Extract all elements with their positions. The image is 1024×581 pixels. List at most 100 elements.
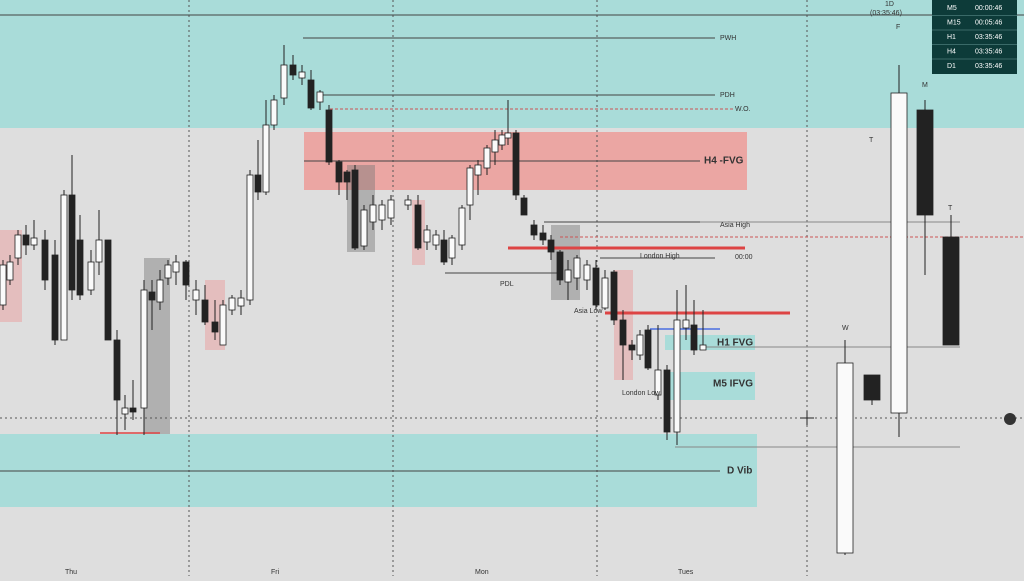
day-label: Mon (475, 569, 489, 576)
candle-body (316, 91, 324, 103)
candle-body (164, 264, 172, 279)
candle-body (172, 261, 180, 273)
candle-body (378, 204, 386, 221)
candle-body (601, 277, 609, 309)
candle-body (335, 161, 343, 183)
candle-body (890, 92, 908, 414)
candle-body (289, 64, 297, 76)
candle-body (547, 239, 555, 253)
candle-body (682, 319, 690, 329)
candle-body (530, 224, 538, 236)
candle-body (182, 261, 190, 286)
candle-body (863, 374, 881, 401)
day-label: Fri (271, 569, 280, 576)
candle-body (201, 299, 209, 323)
label: D Vib (727, 466, 752, 477)
candle-body (592, 267, 600, 306)
candle-body (307, 79, 315, 109)
candle-body (254, 174, 262, 193)
candle-body (690, 324, 698, 351)
candle-body (0, 264, 7, 306)
label: W.O. (735, 106, 751, 113)
candle-body (440, 239, 448, 263)
candle-body (22, 234, 30, 246)
htf-countdown: (03:35:46) (870, 10, 902, 17)
candle-body (491, 139, 499, 153)
candle-body (564, 269, 572, 283)
timer-countdown: 00:05:46 (975, 19, 1002, 26)
candle-body (610, 271, 618, 321)
candle-body (211, 321, 219, 333)
timer-frame: H1 (947, 34, 956, 41)
candle-body (68, 194, 76, 291)
candle-body (148, 291, 156, 301)
label: H1 FVG (717, 338, 753, 349)
candle-body (246, 174, 254, 301)
candle-body (404, 199, 412, 206)
timer-countdown: 03:35:46 (975, 34, 1002, 41)
label: London High (640, 253, 680, 260)
candles (0, 45, 960, 555)
candle-body (121, 407, 129, 415)
candle-body (140, 289, 148, 409)
label: PWH (720, 35, 736, 42)
candle-body (351, 169, 359, 249)
candle-body (432, 234, 440, 246)
candle-body (325, 109, 333, 163)
candle-body (237, 297, 245, 307)
label: PDL (500, 281, 514, 288)
candle-body (520, 197, 528, 216)
label: PDH (720, 92, 735, 99)
candle-body (6, 261, 14, 281)
candle-body (14, 234, 22, 259)
candle-body (483, 147, 491, 169)
candle-body (113, 339, 121, 401)
premium-zone (0, 0, 1024, 128)
label: Asia Low (574, 308, 603, 315)
timer-table: M5 00:00:46 M15 00:05:46 H1 03:35:46 H4 03:35:4… (932, 5, 1017, 70)
candle-body (673, 319, 681, 433)
candle-body (219, 304, 227, 346)
timer-countdown: 00:00:46 (975, 5, 1002, 12)
timer-countdown: 03:35:46 (975, 63, 1002, 70)
candle-body (699, 344, 707, 351)
timer-frame: M15 (947, 19, 961, 26)
candle-body (628, 344, 636, 351)
candle-body (76, 239, 84, 296)
candle-body (343, 171, 351, 183)
candle-body (280, 64, 288, 99)
candle-body (87, 261, 95, 291)
label: 00:00 (735, 254, 753, 261)
candle-body (423, 229, 431, 243)
label: H4 -FVG (704, 156, 744, 167)
candle-body (474, 164, 482, 176)
crosshair-button[interactable] (1004, 413, 1016, 425)
candle-body (636, 334, 644, 356)
candle-body (60, 194, 68, 341)
candle-body (573, 257, 581, 279)
candle-body (942, 236, 960, 346)
timer-panel (932, 0, 1017, 74)
timer-frame: H4 (947, 48, 956, 55)
candle-body (298, 71, 306, 79)
label: M5 IFVG (713, 379, 753, 390)
timer-frame: D1 (947, 63, 956, 70)
candle-body (654, 369, 662, 396)
candle-body (836, 362, 854, 554)
candle-body (916, 109, 934, 216)
htf-letter: W (842, 325, 849, 332)
m5-ifvg-zone (667, 372, 755, 400)
timer-frame: M5 (947, 5, 957, 12)
candle-body (41, 239, 49, 281)
candle-body (156, 279, 164, 303)
levels (0, 14, 1024, 472)
label: London Low (622, 390, 661, 397)
day-labels: Thu Fri Mon Tues (65, 569, 694, 576)
candle-body (262, 124, 270, 193)
candle-body (644, 329, 652, 369)
candle-body (95, 239, 103, 263)
candle-body (360, 209, 368, 247)
candle-body (448, 237, 456, 259)
